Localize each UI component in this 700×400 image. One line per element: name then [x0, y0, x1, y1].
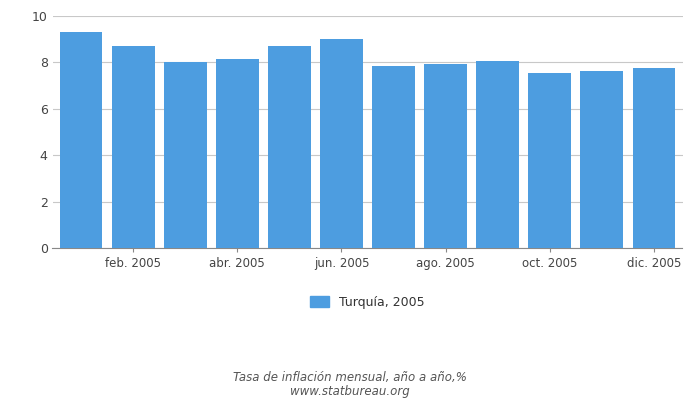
Legend: Turquía, 2005: Turquía, 2005 [310, 296, 425, 309]
Bar [580, 70, 623, 248]
Bar [633, 68, 676, 248]
Text: Tasa de inflación mensual, año a año,%: Tasa de inflación mensual, año a año,% [233, 372, 467, 384]
Bar [268, 46, 311, 248]
Bar [320, 39, 363, 248]
Bar [164, 62, 206, 248]
Bar [216, 59, 259, 248]
Text: www.statbureau.org: www.statbureau.org [290, 385, 410, 398]
Bar [372, 66, 415, 248]
Bar [476, 61, 519, 248]
Bar [60, 32, 102, 248]
Bar [112, 46, 155, 248]
Bar [528, 73, 571, 248]
Bar [424, 64, 467, 248]
